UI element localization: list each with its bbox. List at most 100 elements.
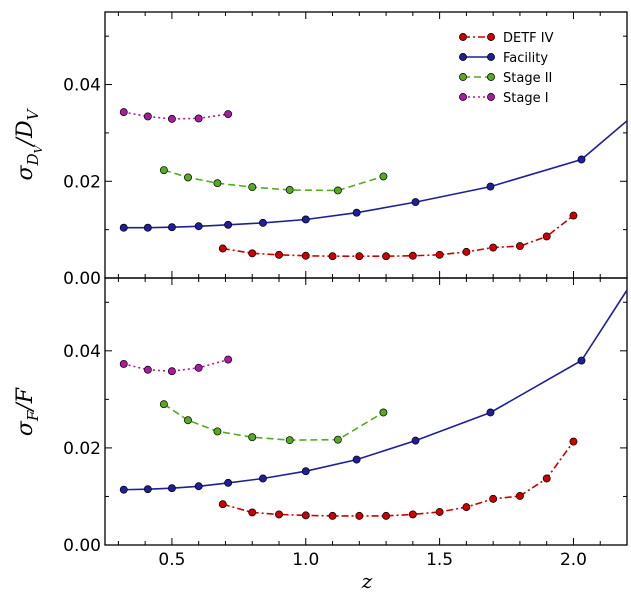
y-label-top-subsub: V — [32, 144, 45, 153]
data-point — [224, 220, 233, 229]
legend-marker — [487, 53, 495, 61]
x-tick-label: 0.5 — [158, 550, 185, 570]
x-tick-label: 1.5 — [426, 550, 453, 570]
data-point — [435, 508, 444, 516]
data-point — [143, 112, 152, 121]
data-point — [435, 250, 444, 259]
y-tick-label: 0.00 — [63, 536, 101, 556]
data-point — [159, 400, 168, 409]
data-point — [379, 172, 388, 181]
data-point — [486, 408, 495, 417]
data-point — [224, 478, 233, 487]
data-point — [184, 173, 192, 182]
data-point — [194, 114, 203, 123]
data-point — [569, 211, 578, 220]
legend-marker — [487, 33, 495, 41]
data-point — [248, 183, 257, 192]
series-line-detf-iv — [222, 214, 574, 258]
data-point — [542, 232, 551, 241]
data-point — [119, 108, 128, 117]
legend-marker — [459, 33, 467, 41]
data-point — [194, 363, 203, 372]
y-tick-label: 0.00 — [63, 269, 101, 289]
data-point — [352, 208, 361, 217]
data-point — [143, 365, 152, 374]
legend: DETF IV Facility Stage II Stage I — [459, 31, 554, 106]
data-point — [184, 416, 192, 425]
panel-top: 0.00 0.02 0.04 DETF IV Facility Stage II Stage… — [63, 11, 628, 289]
y-label-top-densub: V — [24, 107, 42, 120]
data-point — [159, 166, 168, 175]
data-point — [352, 455, 361, 464]
data-point — [143, 485, 152, 494]
data-point — [275, 510, 283, 519]
data-point — [143, 223, 152, 232]
series-line-stage-i — [123, 111, 229, 120]
x-tick-label: 1.0 — [292, 550, 319, 570]
data-point — [248, 249, 257, 258]
y-axis-label-bottom: σF/F — [13, 387, 42, 436]
data-point — [301, 467, 310, 476]
data-point — [218, 244, 227, 253]
data-point — [301, 511, 310, 520]
y-label-top-sub: D — [24, 153, 42, 166]
data-point — [408, 510, 417, 519]
data-point — [355, 511, 364, 520]
data-point — [258, 218, 267, 227]
data-point — [515, 492, 524, 500]
data-point — [489, 243, 498, 252]
data-point — [379, 408, 388, 417]
data-point — [328, 252, 337, 261]
panel-bottom: 0.00 0.02 0.04 0.5 1.0 1.5 2.0 — [63, 277, 628, 570]
legend-label: DETF IV — [503, 31, 554, 46]
legend-label: Facility — [503, 51, 548, 66]
series-line-facility — [123, 120, 627, 229]
legend-marker — [487, 73, 495, 81]
data-point — [462, 503, 471, 512]
legend-marker — [459, 73, 467, 81]
y-tick-label: 0.02 — [63, 439, 101, 459]
data-point — [285, 436, 294, 445]
series-line-facility — [123, 289, 627, 491]
y-tick-label: 0.04 — [63, 76, 101, 96]
data-point — [542, 474, 551, 483]
data-point — [167, 367, 176, 376]
data-point — [411, 436, 420, 445]
legend-label: Stage II — [503, 71, 552, 86]
data-point — [167, 484, 176, 493]
data-point — [119, 223, 128, 232]
data-point — [167, 223, 176, 232]
x-tick-label: 2.0 — [560, 550, 587, 570]
data-point — [569, 437, 578, 446]
data-point — [301, 251, 310, 260]
data-point — [333, 435, 342, 444]
data-point — [167, 114, 176, 123]
data-point — [333, 186, 342, 195]
data-point — [382, 511, 391, 520]
data-point — [301, 215, 310, 224]
data-point — [577, 356, 586, 365]
y-label-bottom-sub: F — [24, 410, 42, 422]
series-line-detf-iv — [222, 441, 575, 517]
y-axis-label-top: σDV/DV — [13, 107, 45, 180]
data-point — [194, 482, 203, 491]
data-point — [382, 252, 391, 261]
legend-marker — [459, 53, 467, 61]
series-line-stage-i — [123, 358, 229, 373]
data-point — [462, 247, 471, 256]
data-point — [285, 186, 294, 194]
legend-marker — [487, 93, 495, 101]
data-point — [411, 198, 420, 207]
data-point — [119, 359, 128, 368]
y-label-bottom-sigma: σ — [13, 420, 38, 436]
data-point — [194, 222, 203, 231]
data-point — [218, 500, 227, 509]
y-tick-label: 0.02 — [63, 172, 101, 192]
y-tick-label: 0.04 — [63, 342, 101, 362]
data-point — [486, 182, 495, 191]
x-axis-label: z — [361, 569, 373, 593]
legend-marker — [459, 93, 467, 101]
data-point — [577, 155, 586, 164]
data-point — [275, 250, 283, 259]
